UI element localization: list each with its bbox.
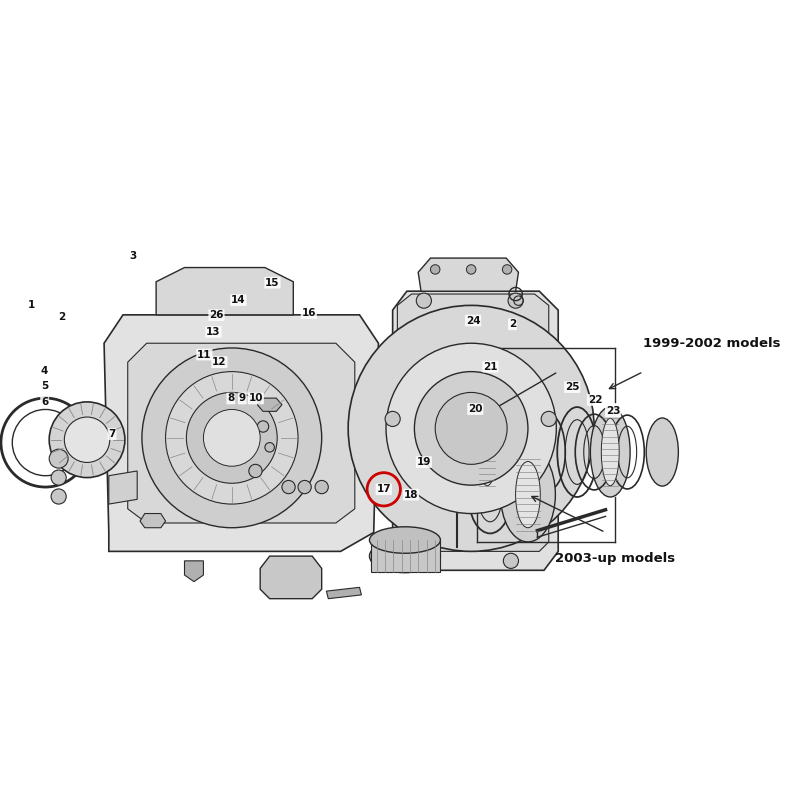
Ellipse shape (467, 407, 507, 497)
Polygon shape (109, 471, 137, 504)
Circle shape (298, 481, 311, 494)
Text: 14: 14 (231, 295, 246, 305)
Circle shape (430, 265, 440, 274)
Text: 1999-2002 models: 1999-2002 models (643, 337, 781, 350)
Ellipse shape (515, 462, 540, 528)
Circle shape (203, 410, 260, 466)
Text: 9: 9 (238, 394, 246, 403)
Circle shape (423, 554, 438, 569)
Circle shape (502, 265, 512, 274)
Polygon shape (258, 398, 282, 411)
Text: 12: 12 (212, 357, 226, 367)
Ellipse shape (478, 418, 496, 486)
Text: 26: 26 (210, 310, 224, 320)
Circle shape (64, 417, 110, 462)
Circle shape (315, 481, 328, 494)
Circle shape (166, 372, 298, 504)
Ellipse shape (370, 539, 441, 573)
Text: 3: 3 (129, 251, 136, 261)
Circle shape (466, 265, 476, 274)
Circle shape (541, 411, 556, 426)
Circle shape (386, 343, 556, 514)
Circle shape (348, 306, 594, 551)
Text: 15: 15 (266, 278, 280, 288)
Text: 1: 1 (28, 300, 35, 310)
Circle shape (282, 481, 295, 494)
Text: 2: 2 (509, 319, 516, 330)
Polygon shape (260, 556, 322, 598)
Polygon shape (140, 514, 166, 528)
Text: 8: 8 (227, 394, 234, 403)
Circle shape (416, 293, 431, 308)
Circle shape (508, 293, 523, 308)
Text: 19: 19 (417, 457, 431, 467)
Circle shape (503, 554, 518, 569)
Text: 2: 2 (58, 312, 66, 322)
Text: 2003-up models: 2003-up models (555, 553, 675, 566)
Ellipse shape (646, 418, 678, 486)
Text: 16: 16 (302, 308, 316, 318)
Circle shape (414, 372, 528, 485)
Polygon shape (326, 587, 362, 598)
Ellipse shape (590, 407, 630, 497)
Polygon shape (128, 343, 354, 523)
Circle shape (51, 489, 66, 504)
Text: 6: 6 (41, 398, 48, 407)
Circle shape (385, 411, 400, 426)
Polygon shape (418, 258, 518, 291)
Ellipse shape (602, 418, 619, 486)
Polygon shape (393, 291, 558, 570)
Text: 4: 4 (41, 366, 48, 376)
Polygon shape (398, 294, 549, 551)
Circle shape (265, 442, 274, 452)
Text: 18: 18 (404, 490, 418, 500)
Text: 21: 21 (483, 362, 498, 372)
Circle shape (435, 393, 507, 464)
Text: 20: 20 (468, 404, 482, 414)
Circle shape (249, 464, 262, 478)
Text: 10: 10 (249, 394, 263, 403)
Text: 17: 17 (377, 484, 391, 494)
Circle shape (186, 393, 278, 483)
Ellipse shape (501, 447, 555, 542)
Circle shape (142, 348, 322, 528)
Text: 23: 23 (606, 406, 620, 416)
Ellipse shape (370, 526, 441, 554)
Text: 24: 24 (466, 315, 480, 326)
Text: 5: 5 (41, 381, 48, 390)
Polygon shape (371, 540, 440, 572)
Text: 11: 11 (197, 350, 212, 359)
Circle shape (51, 470, 66, 485)
Polygon shape (156, 267, 294, 315)
Text: 22: 22 (588, 395, 602, 405)
Text: 25: 25 (565, 382, 579, 392)
Circle shape (49, 449, 68, 468)
Text: 13: 13 (206, 327, 221, 337)
Text: 7: 7 (108, 429, 116, 439)
Polygon shape (104, 315, 378, 551)
Circle shape (258, 421, 269, 432)
Polygon shape (185, 561, 203, 582)
Circle shape (49, 402, 125, 478)
